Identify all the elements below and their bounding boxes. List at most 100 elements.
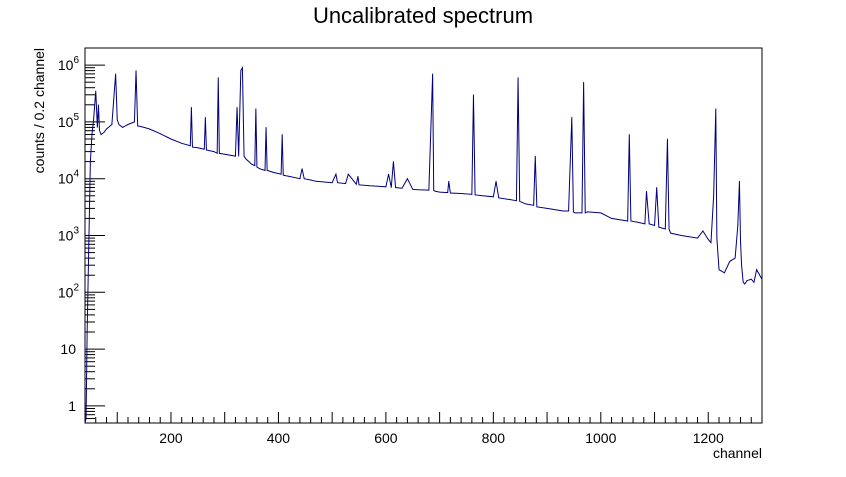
spectrum-data-point [734, 257, 736, 259]
spectrum-data-point [702, 230, 704, 232]
spectrum-data-point [434, 190, 436, 192]
spectrum-data-point [753, 281, 755, 283]
spectrum-data-point [345, 183, 346, 184]
spectrum-data-point [245, 158, 247, 160]
spectrum-data-point [546, 208, 548, 209]
y-tick-label: 103 [58, 226, 80, 244]
spectrum-data-point [412, 188, 414, 190]
series-layer [84, 65, 763, 424]
spectrum-data-point [737, 225, 739, 226]
spectrum-data-point [347, 173, 349, 175]
spectrum-data-point [236, 107, 238, 108]
spectrum-data-point [646, 190, 647, 192]
spectrum-data-point [264, 170, 266, 171]
spectrum-data-point [299, 178, 301, 180]
x-tick-label: 600 [374, 430, 398, 446]
spectrum-data-point [335, 173, 337, 175]
spectrum-data-point [192, 146, 193, 148]
spectrum-data-point [99, 130, 100, 132]
spectrum-data-point [516, 200, 517, 202]
spectrum-data-point [303, 178, 305, 180]
spectrum-data-point [358, 184, 360, 186]
spectrum-data-point [88, 218, 90, 219]
spectrum-data-point [143, 127, 145, 128]
y-tick-label: 1 [68, 398, 76, 414]
spectrum-data-point [98, 104, 99, 106]
spectrum-data-point [574, 212, 576, 214]
spectrum-data-point [93, 119, 94, 120]
spectrum-data-point [331, 182, 333, 184]
spectrum-data-point [282, 174, 284, 176]
spectrum-data-point [498, 197, 500, 199]
spectrum-data-point [648, 223, 650, 225]
spectrum-data-point [190, 107, 192, 108]
spectrum-data-point [243, 155, 245, 157]
spectrum-data-point [509, 199, 510, 200]
spectrum-data-point [242, 67, 243, 69]
spectrum-data-point [670, 232, 672, 234]
spectrum-data-point [578, 212, 580, 214]
spectrum-data-point [473, 94, 474, 96]
spectrum-data-point [255, 108, 257, 110]
spectrum-data-point [224, 153, 226, 155]
spectrum-data-point [87, 274, 89, 276]
spectrum-data-point [584, 212, 586, 214]
spectrum-data-point [310, 179, 312, 181]
spectrum-data-point [256, 166, 258, 168]
spectrum-data-point [562, 210, 564, 212]
spectrum-data-point [385, 186, 387, 188]
x-tick-label: 400 [267, 430, 291, 446]
spectrum-data-point [611, 218, 612, 219]
spectrum-data-point [740, 240, 741, 242]
spectrum-data-point [100, 134, 102, 135]
spectrum-data-point [586, 211, 588, 213]
spectrum-data-point [111, 124, 113, 125]
spectrum-data-point [135, 70, 137, 71]
spectrum-data-point [181, 142, 183, 144]
spectrum-data-point [654, 225, 655, 226]
x-tick-label: 1200 [693, 430, 724, 446]
spectrum-data-point [248, 161, 250, 163]
spectrum-data-point [583, 81, 585, 83]
spectrum-data-point [439, 191, 441, 193]
spectrum-data-point [390, 187, 392, 188]
spectrum-data-point [658, 226, 660, 228]
spectrum-data-point [756, 269, 758, 271]
y-tick-label: 104 [58, 169, 80, 187]
spectrum-data-point [84, 422, 86, 424]
spectrum-data-point [337, 182, 338, 184]
y-axis-ticks: 1 10 102 103 104 105 106 [58, 47, 105, 424]
chart-title: Uncalibrated spectrum [313, 3, 533, 28]
spectrum-data-point [707, 239, 709, 240]
spectrum-data-point [697, 237, 698, 239]
spectrum-data-point [106, 128, 107, 130]
spectrum-data-point [170, 138, 172, 140]
spectrum-data-point [761, 278, 763, 280]
spectrum-data-point [492, 196, 494, 198]
spectrum-data-point [240, 70, 242, 71]
spectrum-data-point [218, 152, 220, 154]
spectrum-data-point [716, 237, 718, 239]
x-axis-ticks: 200 400 600 800 1000 1200 [84, 412, 763, 446]
spectrum-data-point [525, 203, 526, 205]
spectrum-data-point [447, 192, 449, 193]
spectrum-data-point [134, 121, 135, 123]
spectrum-data-point [433, 190, 435, 191]
spectrum-data-point [718, 269, 720, 271]
spectrum-data-point [369, 185, 371, 187]
spectrum-data-point [638, 222, 639, 223]
spectrum-data-point [85, 418, 87, 419]
spectrum-data-point [482, 195, 483, 197]
spectrum-data-point [189, 145, 191, 147]
spectrum-series-line [84, 65, 763, 424]
spectrum-data-point [95, 90, 97, 92]
spectrum-data-point [103, 132, 105, 133]
spectrum-data-point [471, 193, 473, 195]
spectrum-data-point [388, 173, 389, 175]
spectrum-data-point [630, 220, 632, 222]
spectrum-data-point [118, 124, 120, 125]
spectrum-data-point [557, 209, 559, 211]
spectrum-data-point [254, 165, 256, 167]
